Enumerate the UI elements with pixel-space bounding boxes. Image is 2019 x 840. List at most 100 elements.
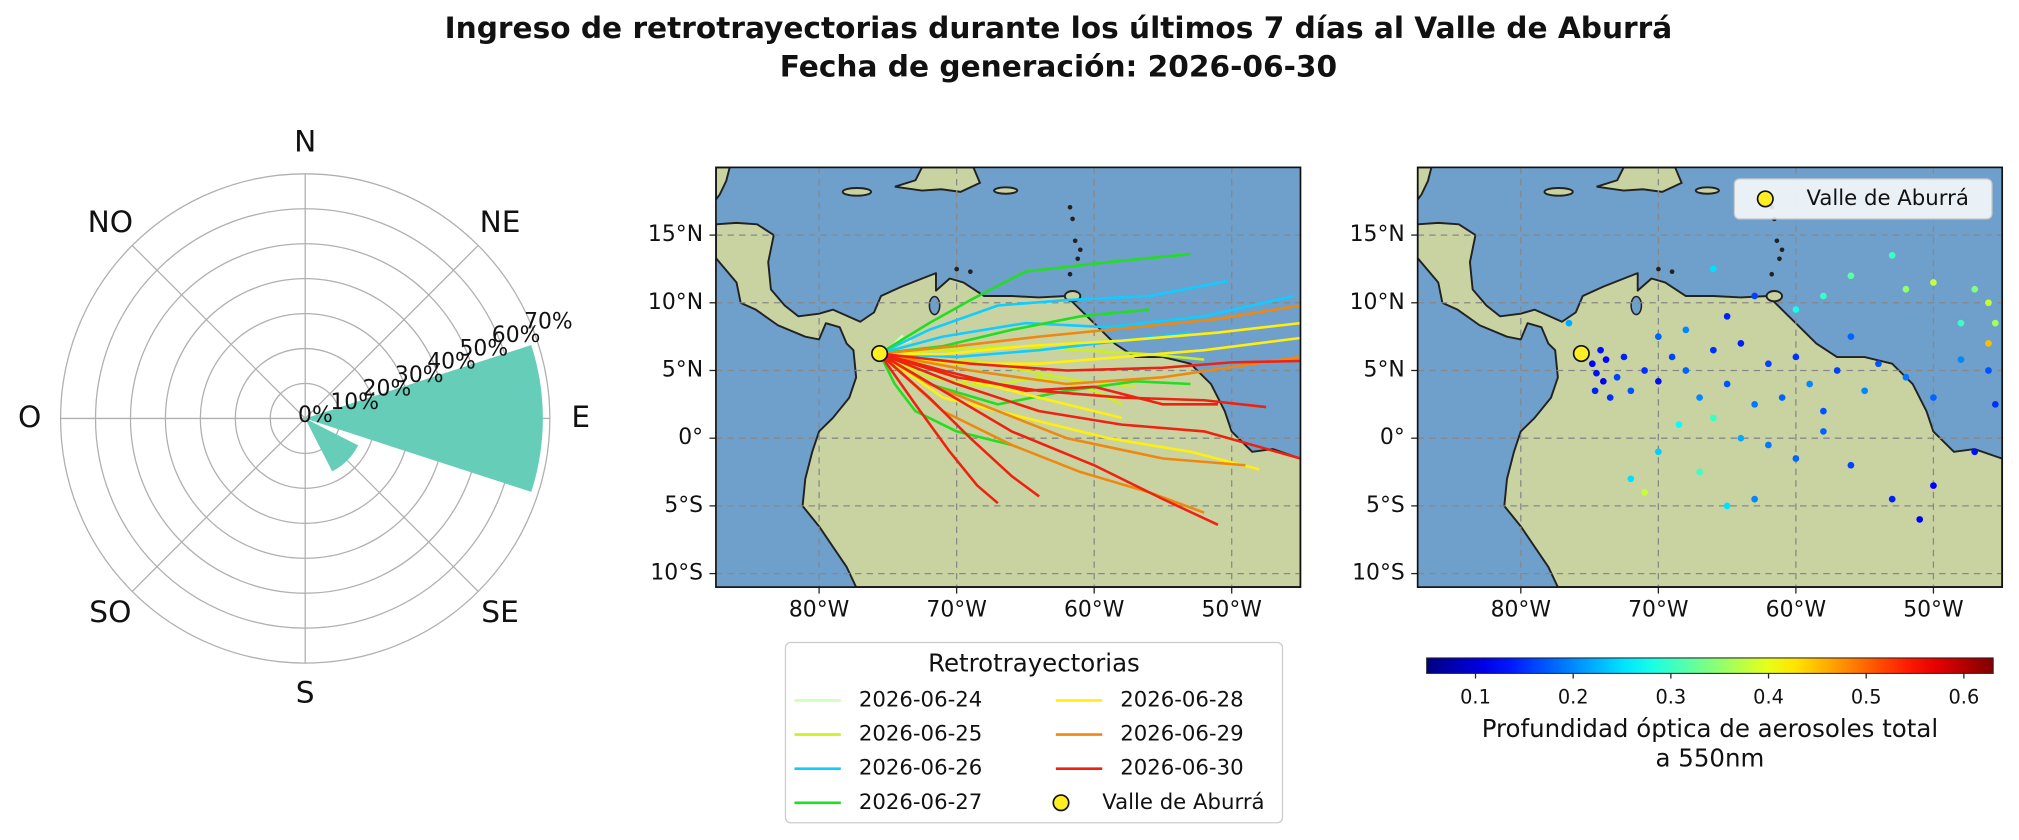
aod-point	[1820, 428, 1827, 435]
aod-point	[1599, 377, 1607, 385]
aod-point	[1930, 279, 1937, 286]
figure-title: Ingreso de retrotrayectorias durante los…	[445, 11, 1673, 45]
colorbar-tick-label: 0.6	[1949, 685, 1980, 708]
grid-spoke	[304, 245, 479, 419]
aod-point	[1641, 367, 1648, 374]
legend-label: 2026-06-27	[859, 790, 982, 815]
trajectory	[878, 352, 1040, 498]
aod-point	[1723, 380, 1731, 388]
colorbar-tick-label: 0.2	[1558, 685, 1589, 708]
y-tick-label: 15°N	[1350, 222, 1405, 247]
legend-label: 2026-06-26	[859, 756, 982, 781]
grid-spoke	[131, 417, 306, 592]
aod-point	[1847, 461, 1855, 469]
aod-point	[1985, 367, 1992, 374]
colorbar-tick-label: 0.3	[1656, 685, 1687, 708]
aod-point	[1930, 482, 1937, 489]
aod-point	[1916, 516, 1924, 523]
aod-point	[1971, 285, 1979, 293]
colorbar-tick-label: 0.1	[1460, 685, 1491, 708]
aod-point	[1971, 448, 1979, 456]
aod-point	[1991, 319, 1999, 327]
y-tick-label: 5°N	[1364, 357, 1405, 382]
trajectory	[878, 352, 1260, 471]
direction-label: NO	[88, 205, 133, 239]
aod-point	[1613, 373, 1621, 381]
aod-point	[1806, 380, 1813, 388]
aod-point	[1751, 400, 1758, 408]
aod-point	[1792, 353, 1800, 361]
aod-map: 80°W 70°W 60°W 50°W 10°S 5°S 0° 5°N 10°N 15°N Vall…	[1350, 166, 2004, 622]
trajectory	[878, 252, 1191, 355]
aod-point	[1930, 394, 1937, 401]
aod-point	[1696, 468, 1703, 476]
aod-point	[1792, 455, 1800, 462]
aod-point	[1875, 360, 1882, 368]
trajectory	[879, 352, 1123, 406]
aod-point	[1957, 319, 1965, 327]
r-tick-label: 30%	[395, 363, 444, 388]
direction-label: O	[18, 400, 41, 434]
r-tick-label: 0%	[298, 403, 333, 428]
x-tick-label: 60°W	[1064, 597, 1124, 622]
site-marker	[1572, 344, 1590, 363]
legend-label: 2026-06-28	[1120, 687, 1243, 712]
x-tick-label: 80°W	[789, 597, 849, 622]
legend-box	[784, 641, 1284, 824]
x-tick-label: 80°W	[1491, 597, 1551, 622]
aod-point	[1751, 292, 1758, 300]
aod-point	[1710, 414, 1717, 422]
aod-point	[1655, 377, 1662, 385]
r-tick-label: 40%	[427, 350, 476, 375]
aod-point	[1723, 312, 1731, 320]
colorbar-tick-label: 0.4	[1753, 685, 1784, 708]
aod-point	[1597, 346, 1604, 354]
map-frame	[1416, 166, 2004, 588]
trajectory	[878, 352, 999, 505]
direction-label: N	[294, 124, 316, 158]
aod-point	[1957, 356, 1965, 363]
legend-label: Valle de Aburrá	[1102, 790, 1264, 815]
r-tick-label: 20%	[363, 377, 412, 402]
legend-label: 2026-06-29	[1120, 722, 1243, 747]
y-tick-label: 10°S	[650, 561, 703, 586]
aod-point	[1696, 394, 1703, 401]
y-tick-label: 5°S	[1366, 493, 1405, 518]
aod-point	[1627, 475, 1635, 483]
aod-point	[1591, 387, 1599, 395]
aod-point	[1710, 346, 1717, 354]
y-tick-label: 10°N	[1350, 290, 1405, 315]
aod-point	[1588, 360, 1596, 368]
colorbar-gradient	[1426, 657, 1994, 674]
aod-point	[1710, 265, 1717, 273]
legend-title: Retrotrayectorias	[928, 648, 1140, 677]
y-tick-label: 10°S	[1352, 561, 1405, 586]
aod-point	[1675, 421, 1683, 428]
points	[1565, 252, 1999, 523]
aod-point	[1606, 394, 1614, 401]
r-tick-label: 70%	[524, 310, 573, 335]
aod-point	[1602, 356, 1610, 363]
trajectory	[879, 352, 1301, 372]
aod-point	[1565, 319, 1573, 327]
trajectory	[879, 352, 1218, 406]
legend-label: 2026-06-25	[859, 722, 982, 747]
aod-point	[1888, 252, 1896, 259]
trajectory	[879, 352, 1267, 409]
aod-point	[1737, 434, 1745, 442]
trajectory	[879, 352, 1301, 460]
trajectory	[879, 294, 1294, 355]
direction-label: SO	[89, 595, 131, 629]
aod-point	[1985, 299, 1992, 307]
aod-point	[1765, 360, 1772, 368]
colorbar: 0.1 0.2 0.3 0.4 0.5 0.6 Profundidad óptica de …	[1426, 657, 1994, 773]
x-tick-label: 60°W	[1766, 597, 1826, 622]
trajectory	[879, 304, 1301, 355]
figure-subtitle: Fecha de generación: 2026-06-30	[780, 50, 1337, 84]
aod-point	[1792, 306, 1800, 313]
aod-point	[1991, 400, 1999, 408]
r-tick-label: 10%	[330, 390, 379, 415]
aod-point	[1847, 272, 1855, 280]
direction-label: NE	[480, 205, 521, 239]
